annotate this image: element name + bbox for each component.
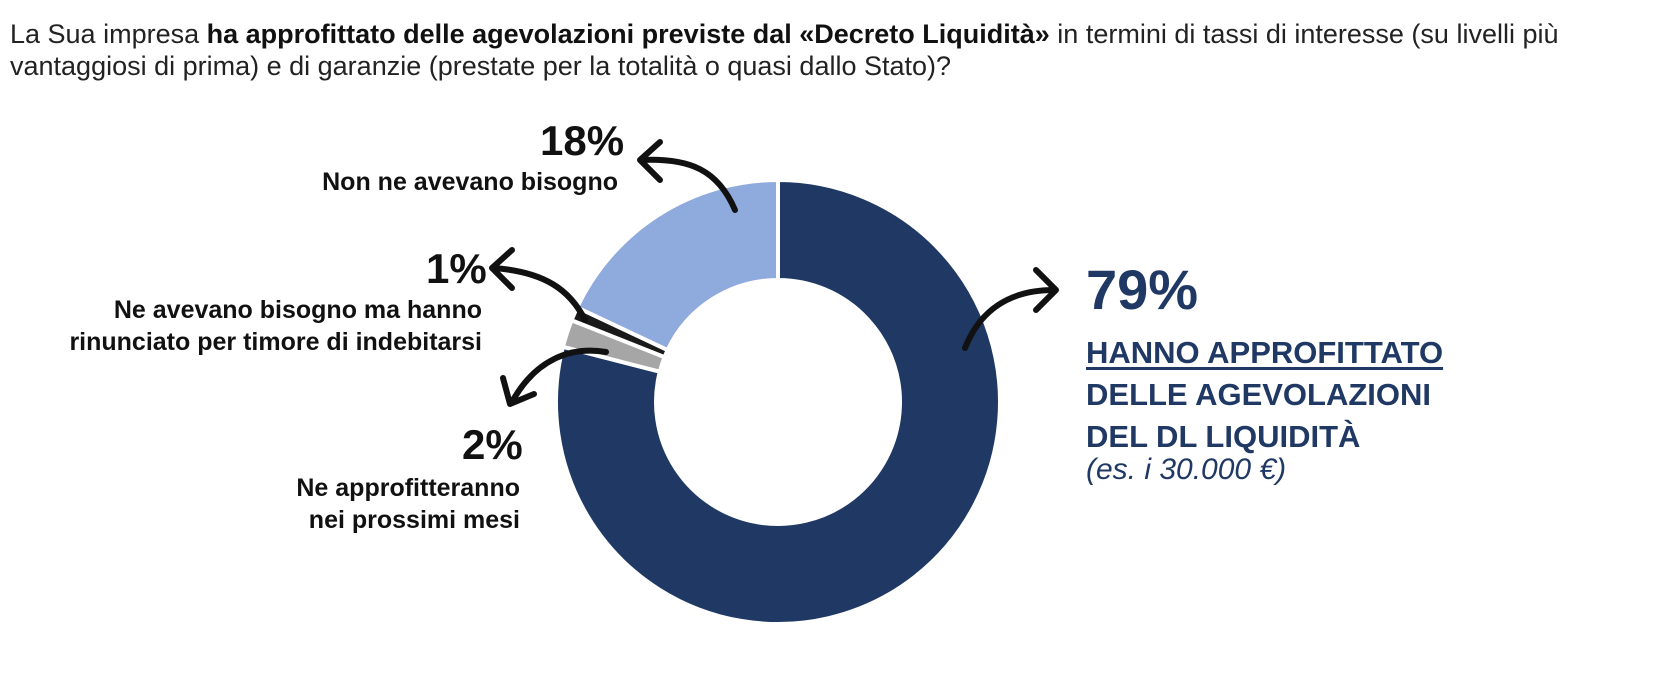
pct-1: 1% bbox=[426, 245, 487, 292]
label-1: Ne avevano bisogno ma hanno rinunciato p… bbox=[69, 296, 482, 356]
question-bold: ha approfittato delle agevolazioni previ… bbox=[206, 19, 1050, 49]
arrow-79-head bbox=[1033, 267, 1059, 313]
label-18: Non ne avevano bisogno bbox=[322, 168, 618, 196]
arrow-2 bbox=[509, 347, 609, 405]
arrow-18 bbox=[639, 156, 738, 213]
arrow-79 bbox=[962, 287, 1057, 351]
slice-79 bbox=[554, 177, 1002, 626]
arrow-18-head bbox=[637, 139, 663, 183]
pct-2: 2% bbox=[462, 421, 523, 468]
label-79: HANNO APPROFITTATO DELLE AGEVOLAZIONI DE… bbox=[1086, 335, 1444, 454]
pct-79: 79% bbox=[1086, 258, 1199, 321]
pct-18: 18% bbox=[540, 117, 625, 164]
slice-18 bbox=[574, 177, 780, 353]
arrow-1 bbox=[491, 265, 588, 323]
question-text: La Sua impresa ha approfittato delle age… bbox=[10, 19, 1559, 81]
note-79: (es. i 30.000 €) bbox=[1086, 453, 1287, 486]
arrow-1-head bbox=[489, 247, 515, 291]
arrow-2-head bbox=[500, 375, 537, 407]
label-2: Ne approfitteranno nei prossimi mesi bbox=[296, 474, 520, 534]
